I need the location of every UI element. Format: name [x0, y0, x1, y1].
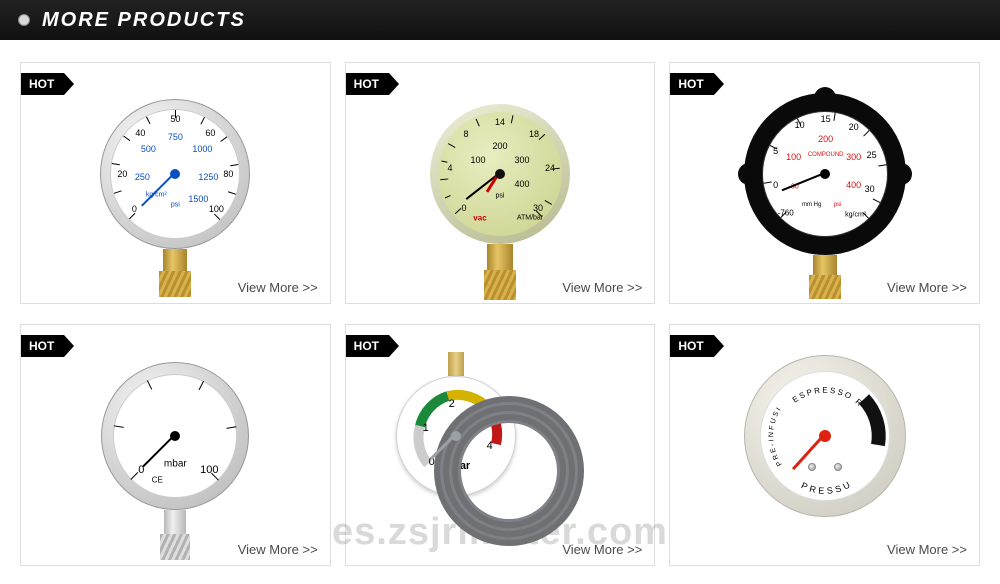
svg-text:PRESSURE: PRESSURE: [744, 355, 854, 496]
hot-badge: HOT: [346, 73, 389, 95]
product-card[interactable]: HOT 0 20 40 50: [20, 62, 331, 304]
product-card[interactable]: HOT ESPRESSO RANGE PRE-INFUSION PRESSURE: [669, 324, 980, 566]
svg-text:ESPRESSO RANGE: ESPRESSO RANGE: [744, 355, 865, 409]
product-image: -760 0 5 10 15 20 25 30 -30 100 200 300 …: [670, 63, 979, 303]
hot-badge: HOT: [670, 335, 713, 357]
product-card[interactable]: HOT 0 100 mbar CE View More >>: [20, 324, 331, 566]
svg-text:PRE-INFUSION: PRE-INFUSION: [744, 355, 784, 467]
view-more-link[interactable]: View More >>: [238, 542, 318, 557]
header-bullet-icon: [18, 14, 30, 26]
product-card[interactable]: HOT -760 0 5 10 15: [669, 62, 980, 304]
gauge-luminous: 0 4 8 14 18 24 30 100 200 300 400 psi AT…: [430, 104, 570, 244]
gauge-capillary: 0 1 2 3 4 bar: [396, 376, 516, 496]
hot-badge: HOT: [346, 335, 389, 357]
gauge-compound-flange: -760 0 5 10 15 20 25 30 -30 100 200 300 …: [744, 93, 906, 255]
hot-badge: HOT: [21, 73, 64, 95]
view-more-link[interactable]: View More >>: [238, 280, 318, 295]
view-more-link[interactable]: View More >>: [887, 542, 967, 557]
product-image: 0 4 8 14 18 24 30 100 200 300 400 psi AT…: [346, 63, 655, 303]
view-more-link[interactable]: View More >>: [887, 280, 967, 295]
product-image: 0 100 mbar CE: [21, 325, 330, 565]
section-title: MORE PRODUCTS: [42, 9, 246, 32]
product-card[interactable]: HOT 0 1 2 3 4 bar: [345, 324, 656, 566]
gauge-liquid-filled: 0 20 40 50 60 80 100 250 500 750 1000 12…: [100, 99, 250, 249]
view-more-link[interactable]: View More >>: [562, 280, 642, 295]
capillary-coil-icon: [434, 396, 584, 546]
product-image: 0 20 40 50 60 80 100 250 500 750 1000 12…: [21, 63, 330, 303]
product-card[interactable]: HOT 0 4 8 14 18 24: [345, 62, 656, 304]
product-grid: HOT 0 20 40 50: [0, 40, 1000, 566]
view-more-link[interactable]: View More >>: [562, 542, 642, 557]
gauge-mbar: 0 100 mbar CE: [101, 362, 249, 510]
section-header: MORE PRODUCTS: [0, 0, 1000, 40]
hot-badge: HOT: [670, 73, 713, 95]
gauge-espresso: ESPRESSO RANGE PRE-INFUSION PRESSURE: [744, 355, 906, 517]
product-image: ESPRESSO RANGE PRE-INFUSION PRESSURE: [670, 325, 979, 565]
hot-badge: HOT: [21, 335, 64, 357]
product-image: 0 1 2 3 4 bar: [346, 325, 655, 565]
